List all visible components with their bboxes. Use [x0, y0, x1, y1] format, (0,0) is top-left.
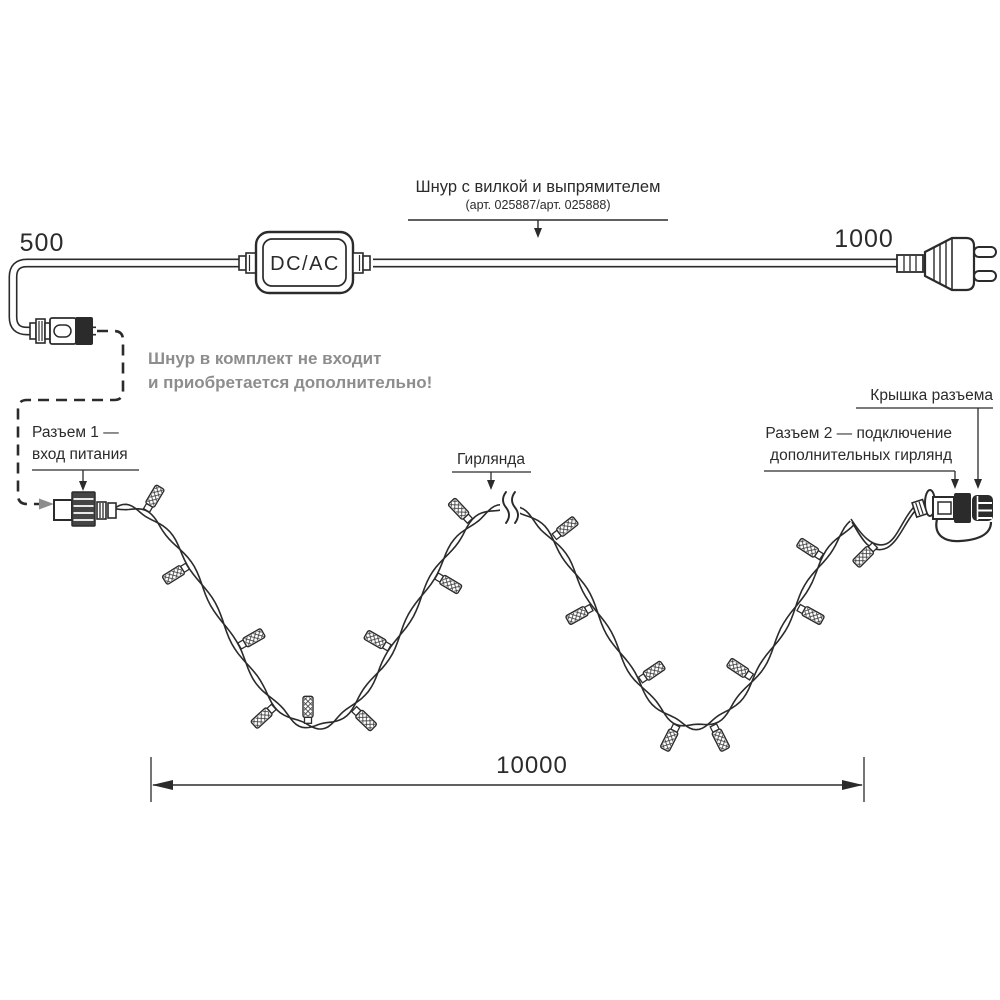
led-bulb-icon [236, 628, 266, 650]
dimension-arrowhead-right-icon [842, 780, 863, 790]
connector-cap-icon [972, 495, 993, 521]
total-length-dimension: 10000 [150, 752, 865, 802]
garland-connector2-icon [911, 489, 993, 543]
cord-length-500-label: 500 [20, 229, 65, 257]
power-plug-icon [896, 236, 997, 292]
led-bulb-icon [709, 722, 731, 752]
cap-callout: Крышка разъема [856, 387, 993, 489]
led-bulb-icon [726, 658, 755, 681]
garland-connector1-icon [53, 491, 117, 527]
callout-arrowhead-icon [79, 481, 87, 491]
dimension-arrowhead-left-icon [152, 780, 173, 790]
dashed-connection-route [16, 329, 125, 510]
dcac-converter-box: DC/AC [238, 230, 371, 295]
connector1-callout: Разъем 1 — вход питания [32, 424, 139, 491]
cord-output-connector-icon [29, 317, 93, 345]
cord-length-1000-label: 1000 [834, 225, 894, 253]
garland-label: Гирлянда [457, 451, 525, 468]
power-cord-assembly: DC/AC 500 1000 [8, 225, 997, 345]
cord-not-included-note: Шнур в комплект не входит и приобретаетс… [148, 349, 432, 392]
cap-label: Крышка разъема [870, 387, 993, 404]
led-bulb-icon [433, 572, 463, 595]
led-bulb-icon [796, 603, 825, 625]
note-line1: Шнур в комплект не входит [148, 349, 381, 368]
dcac-label: DC/AC [270, 253, 340, 275]
callout-arrowhead-icon [974, 479, 982, 489]
led-bulb-icon [250, 703, 278, 729]
cord-title: Шнур с вилкой и выпрямителем [416, 178, 661, 196]
garland-callout: Гирлянда [452, 451, 531, 490]
led-bulb-icon [161, 562, 191, 585]
wire-break-symbol-icon [500, 491, 520, 524]
connector2-label-line1: Разъем 2 — подключение [765, 425, 952, 442]
connector2-label-line2: дополнительных гирлянд [770, 447, 952, 464]
callout-arrowhead-icon [487, 480, 495, 490]
led-bulb-icon [302, 695, 314, 724]
led-bulb-icon [447, 497, 474, 525]
led-bulb-icon [363, 630, 393, 652]
cord-callout: Шнур с вилкой и выпрямителем (арт. 02588… [408, 178, 668, 238]
connector1-label-line2: вход питания [32, 446, 128, 463]
route-arrowhead-icon [39, 498, 54, 510]
led-bulb-icon [350, 705, 377, 732]
total-length-label: 10000 [496, 752, 568, 779]
led-bulb-icon [637, 660, 666, 684]
cord-article-numbers: (арт. 025887/арт. 025888) [465, 198, 610, 212]
led-bulb-icon [142, 484, 165, 514]
note-line2: и приобретается дополнительно! [148, 373, 432, 392]
garland-wire-and-bulbs [113, 484, 917, 752]
led-bulb-icon [796, 537, 825, 561]
connector2-callout: Разъем 2 — подключение дополнительных ги… [764, 425, 959, 489]
connector1-label-line1: Разъем 1 — [32, 424, 119, 441]
led-bulb-icon [852, 541, 879, 568]
led-bulb-icon [565, 603, 594, 625]
callout-arrowhead-icon [534, 228, 542, 238]
callout-arrowhead-icon [951, 479, 959, 489]
led-bulb-icon [659, 722, 681, 752]
led-bulb-icon [551, 516, 579, 541]
